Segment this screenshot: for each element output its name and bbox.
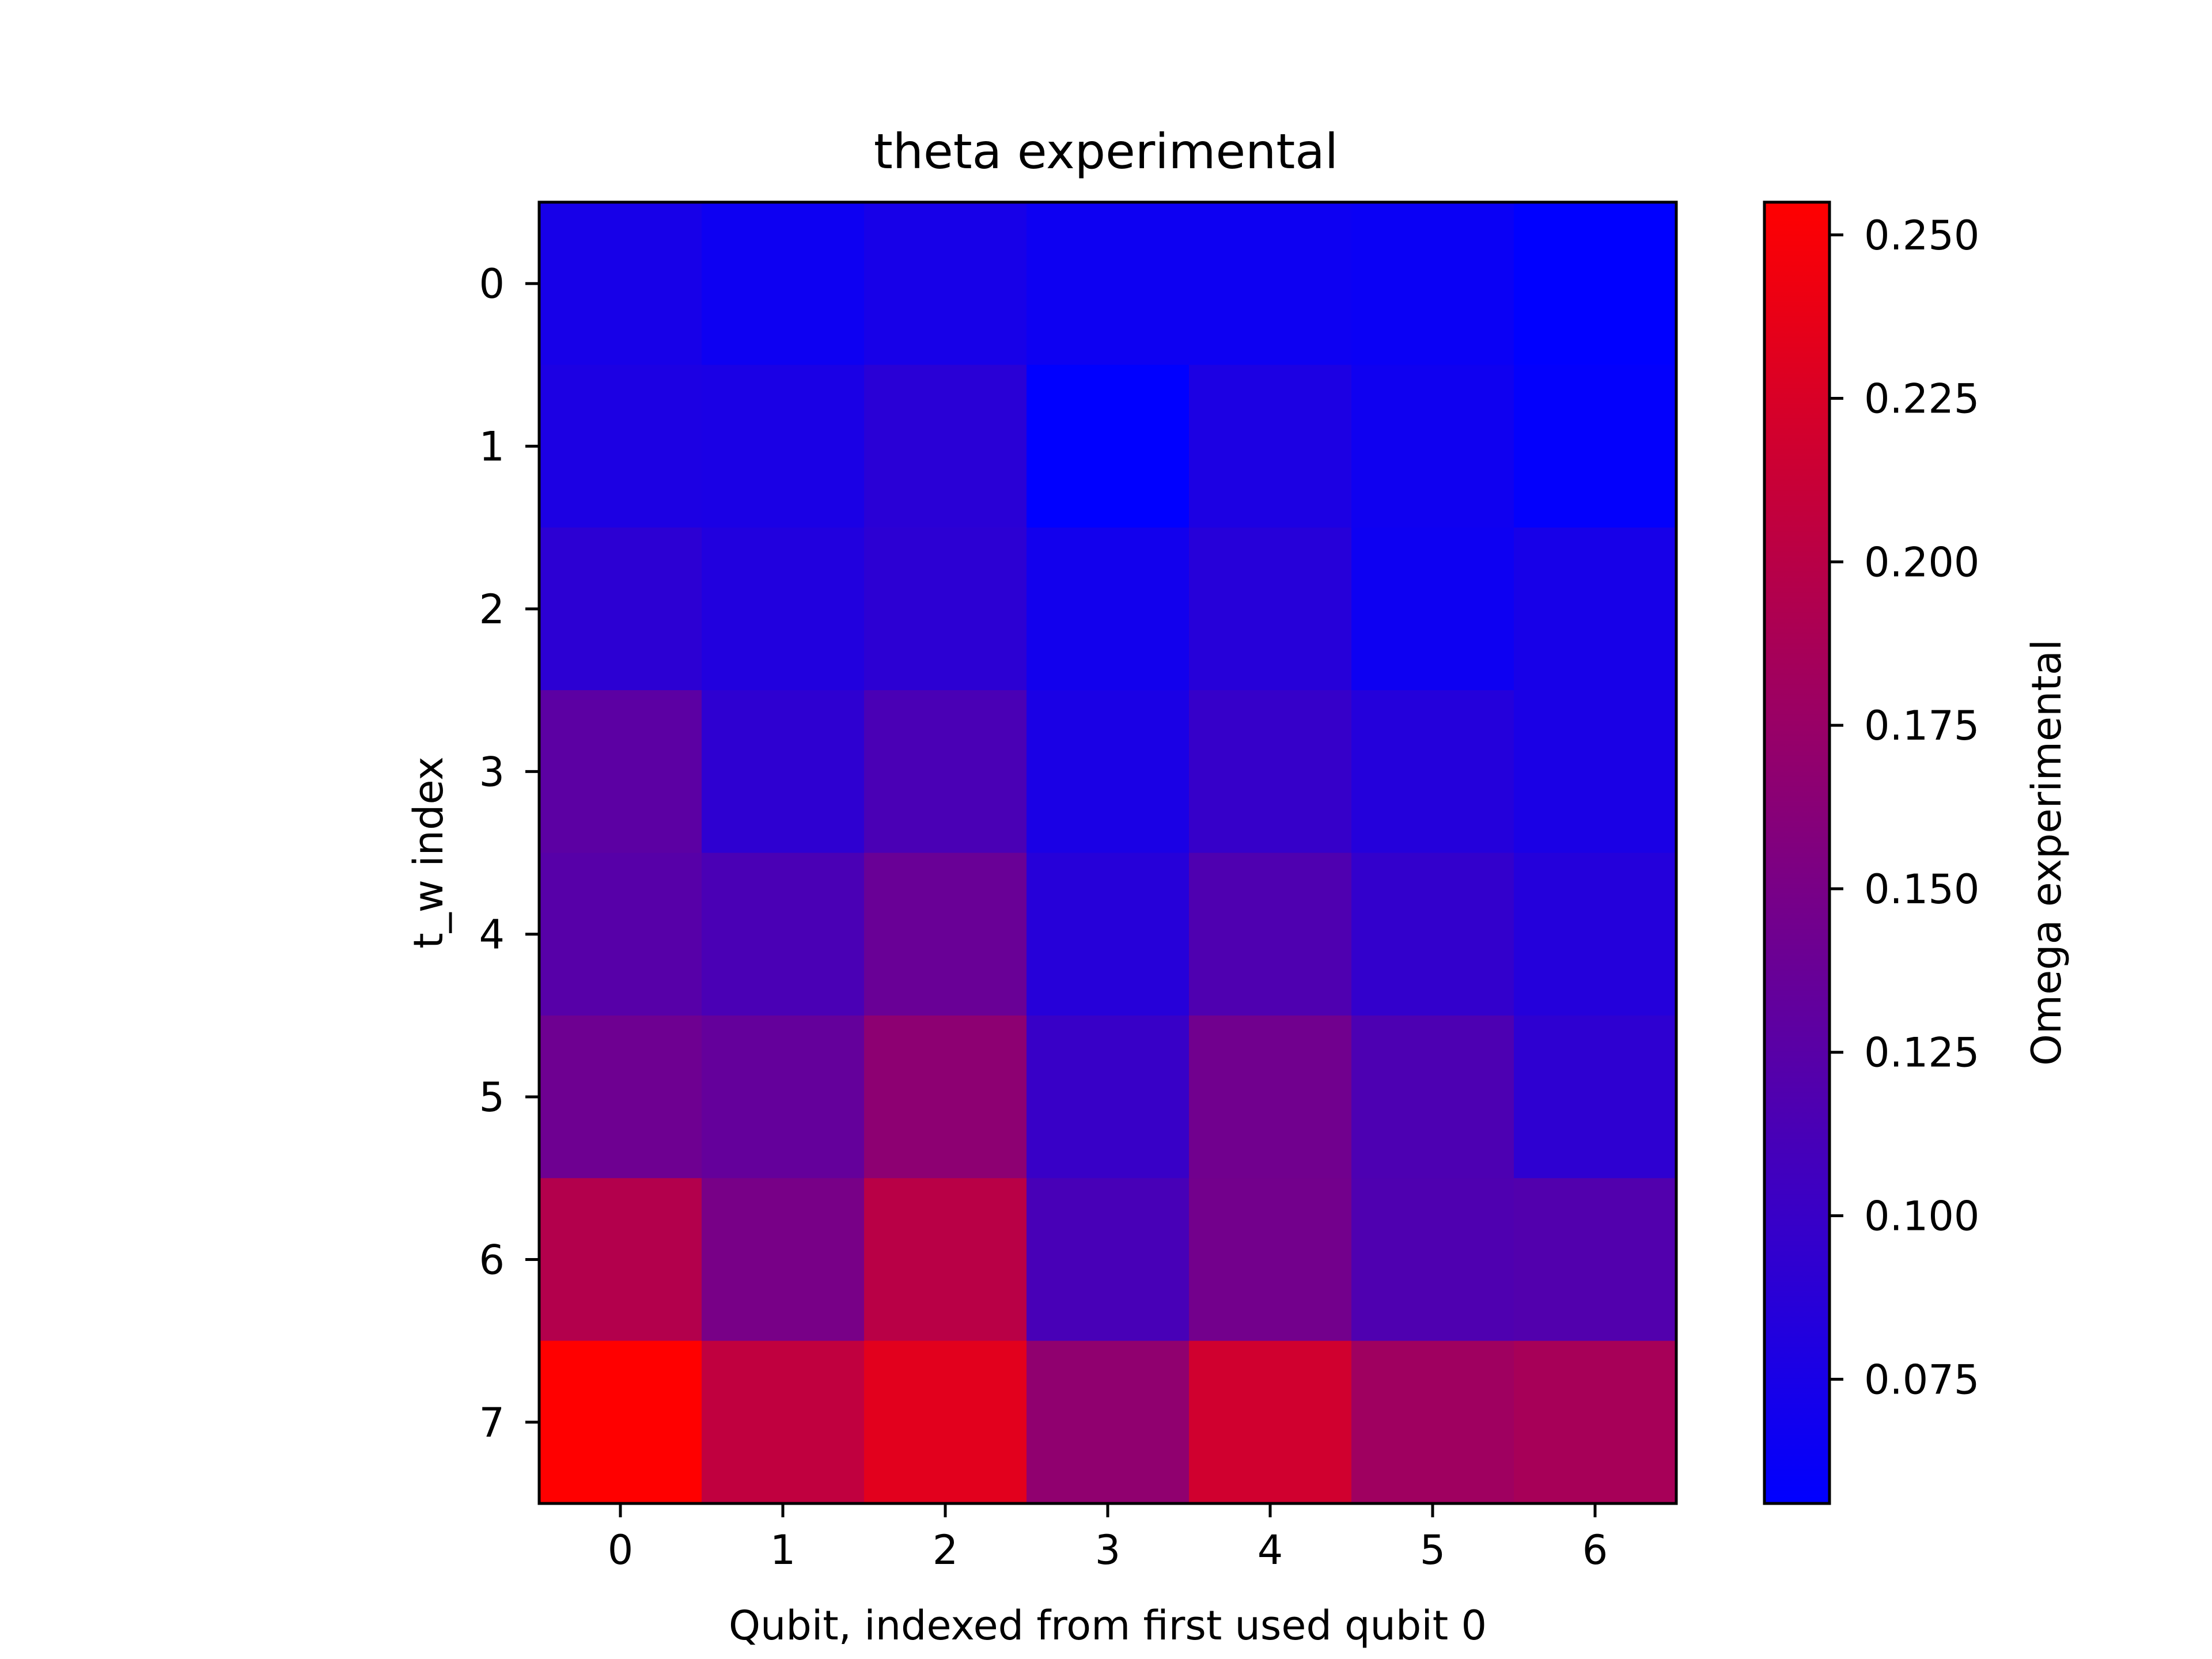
heatmap-cell [864,1178,1027,1342]
heatmap-cell [702,1178,865,1342]
heatmap-cell [1514,853,1677,1016]
y-axis-label: t_w index [405,756,452,948]
y-tick-label: 0 [479,260,505,308]
heatmap-cell [539,1178,702,1342]
x-tick-label: 1 [770,1527,796,1574]
heatmap-cell [1351,365,1514,528]
heatmap-cell [702,365,865,528]
colorbar-tick-label: 0.100 [1864,1193,1979,1240]
heatmap-cell [864,1015,1027,1179]
heatmap-cell [702,527,865,691]
heatmap-cell [1189,365,1352,528]
heatmap-cell [539,1340,702,1504]
heatmap-cell [539,202,702,365]
heatmap-cell [702,853,865,1016]
chart-title: theta experimental [874,123,1338,180]
heatmap-cell [864,853,1027,1016]
heatmap-cell [864,1340,1027,1504]
colorbar-tick-label: 0.125 [1864,1029,1979,1077]
heatmap-cell [702,1015,865,1179]
y-tick-label: 3 [479,748,505,796]
heatmap-cells [539,202,1677,1504]
heatmap-cell [1189,853,1352,1016]
y-axis-ticks: 0 1 2 3 4 5 6 7 [479,260,539,1446]
colorbar-tick-label: 0.150 [1864,866,1979,913]
colorbar-tick-label: 0.175 [1864,702,1979,749]
heatmap-cell [1027,690,1190,854]
heatmap-cell [864,365,1027,528]
heatmap-cell [1514,690,1677,854]
colorbar-tick-label: 0.075 [1864,1356,1979,1403]
heatmap-cell [702,202,865,365]
heatmap-cell [1027,853,1190,1016]
y-tick-label: 2 [479,586,505,633]
heatmap-cell [1514,1178,1677,1342]
heatmap-cell [1514,365,1677,528]
heatmap-cell [864,527,1027,691]
heatmap-cell [1351,1340,1514,1504]
heatmap-cell [702,1340,865,1504]
heatmap-cell [1189,690,1352,854]
heatmap-cell [539,365,702,528]
x-tick-label: 4 [1257,1527,1283,1574]
heatmap-cell [1189,1015,1352,1179]
heatmap-cell [1514,527,1677,691]
x-axis-ticks: 0 1 2 3 4 5 6 [608,1503,1608,1574]
colorbar-tick-label: 0.250 [1864,212,1979,259]
x-tick-label: 3 [1095,1527,1121,1574]
heatmap-cell [702,690,865,854]
heatmap-cell [1027,527,1190,691]
heatmap-cell [539,1015,702,1179]
heatmap-cell [1189,202,1352,365]
colorbar-tick-label: 0.200 [1864,539,1979,586]
heatmap-cell [1351,527,1514,691]
heatmap-cell [1514,202,1677,365]
colorbar [1763,200,1831,1505]
heatmap-cell [864,690,1027,854]
colorbar-ticks: 0.075 0.100 0.125 0.150 0.175 0.200 0.225 0.250 [1830,212,1979,1403]
x-tick-label: 2 [933,1527,959,1574]
heatmap-cell [1027,1015,1190,1179]
heatmap-cell [1027,1178,1190,1342]
heatmap-cell [1189,1340,1352,1504]
y-tick-label: 4 [479,911,505,959]
heatmap-cell [1514,1015,1677,1179]
heatmap-cell [539,527,702,691]
heatmap-cell [539,853,702,1016]
heatmap-cell [1514,1340,1677,1504]
x-axis-label: Qubit, indexed from first used qubit 0 [729,1602,1487,1649]
colorbar-tick-label: 0.225 [1864,376,1979,423]
heatmap-cell [1351,853,1514,1016]
heatmap-cell [1351,1178,1514,1342]
heatmap-cell [1027,1340,1190,1504]
y-tick-label: 1 [479,423,505,471]
heatmap-cell [864,202,1027,365]
y-tick-label: 6 [479,1236,505,1283]
heatmap-cell [1351,1015,1514,1179]
heatmap-cell [1027,202,1190,365]
heatmap-cell [1351,690,1514,854]
y-tick-label: 5 [479,1074,505,1121]
y-tick-label: 7 [479,1399,505,1446]
colorbar-label: Omega experimental [2023,639,2070,1066]
heatmap-cell [1027,365,1190,528]
x-tick-label: 6 [1582,1527,1608,1574]
heatmap-cell [1189,527,1352,691]
x-tick-label: 5 [1420,1527,1446,1574]
x-tick-label: 0 [608,1527,634,1574]
heatmap-cell [539,690,702,854]
heatmap-cell [1351,202,1514,365]
heatmap-cell [1189,1178,1352,1342]
